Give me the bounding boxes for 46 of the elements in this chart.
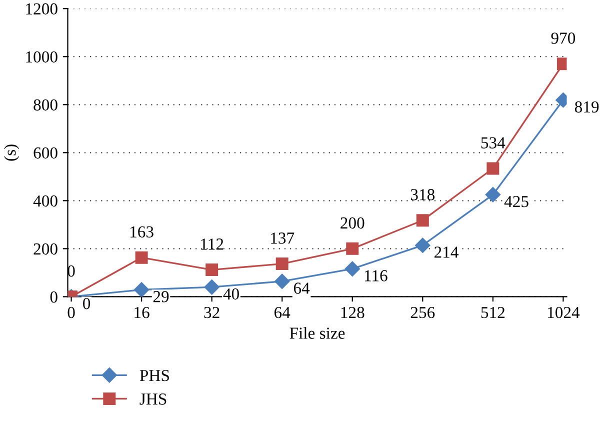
y-axis-title: (s) [4, 144, 20, 161]
y-tick-label: 1000 [26, 51, 58, 63]
point [276, 258, 288, 270]
data-label: 163 [130, 226, 154, 238]
y-tick-label: 600 [34, 147, 58, 159]
data-label: 970 [551, 32, 576, 44]
y-tick-label: 800 [34, 99, 58, 111]
point [206, 264, 218, 276]
point [346, 242, 359, 255]
point [135, 251, 148, 264]
point [344, 261, 360, 276]
x-tick-label: 1024 [548, 306, 580, 318]
data-label: 40 [223, 288, 239, 300]
data-label: 64 [294, 282, 310, 294]
x-tick-label: 0 [68, 306, 75, 318]
data-label: 318 [410, 189, 435, 200]
data-label: 200 [340, 217, 364, 229]
legend-label: JHS [140, 394, 166, 405]
y-tick-label: 200 [34, 243, 58, 255]
x-tick-label: 64 [274, 306, 290, 318]
data-label: 137 [271, 232, 294, 244]
data-label: 534 [481, 137, 506, 148]
point [486, 162, 500, 175]
point [134, 282, 150, 297]
data-label: 112 [201, 238, 224, 250]
data-label: 0 [83, 298, 90, 310]
x-tick-label: 128 [341, 306, 364, 318]
x-tick-label: 512 [481, 306, 505, 318]
point [485, 187, 500, 202]
x-tick-label: 256 [410, 306, 435, 318]
point [204, 280, 220, 295]
data-label: 214 [434, 246, 459, 258]
data-label: 425 [504, 196, 528, 208]
data-label: 29 [153, 291, 169, 302]
y-tick-label: 1200 [26, 3, 58, 15]
point [274, 274, 290, 289]
data-label: 819 [574, 101, 599, 113]
x-tick-label: 16 [134, 306, 150, 318]
point [416, 214, 429, 227]
legend-label: PHS [140, 370, 169, 382]
y-tick-label: 0 [50, 291, 58, 303]
y-tick-label: 400 [33, 195, 58, 207]
x-axis-title: File size [290, 327, 345, 339]
x-tick-label: 32 [204, 306, 220, 318]
data-label: 116 [364, 270, 388, 282]
point [415, 238, 430, 253]
